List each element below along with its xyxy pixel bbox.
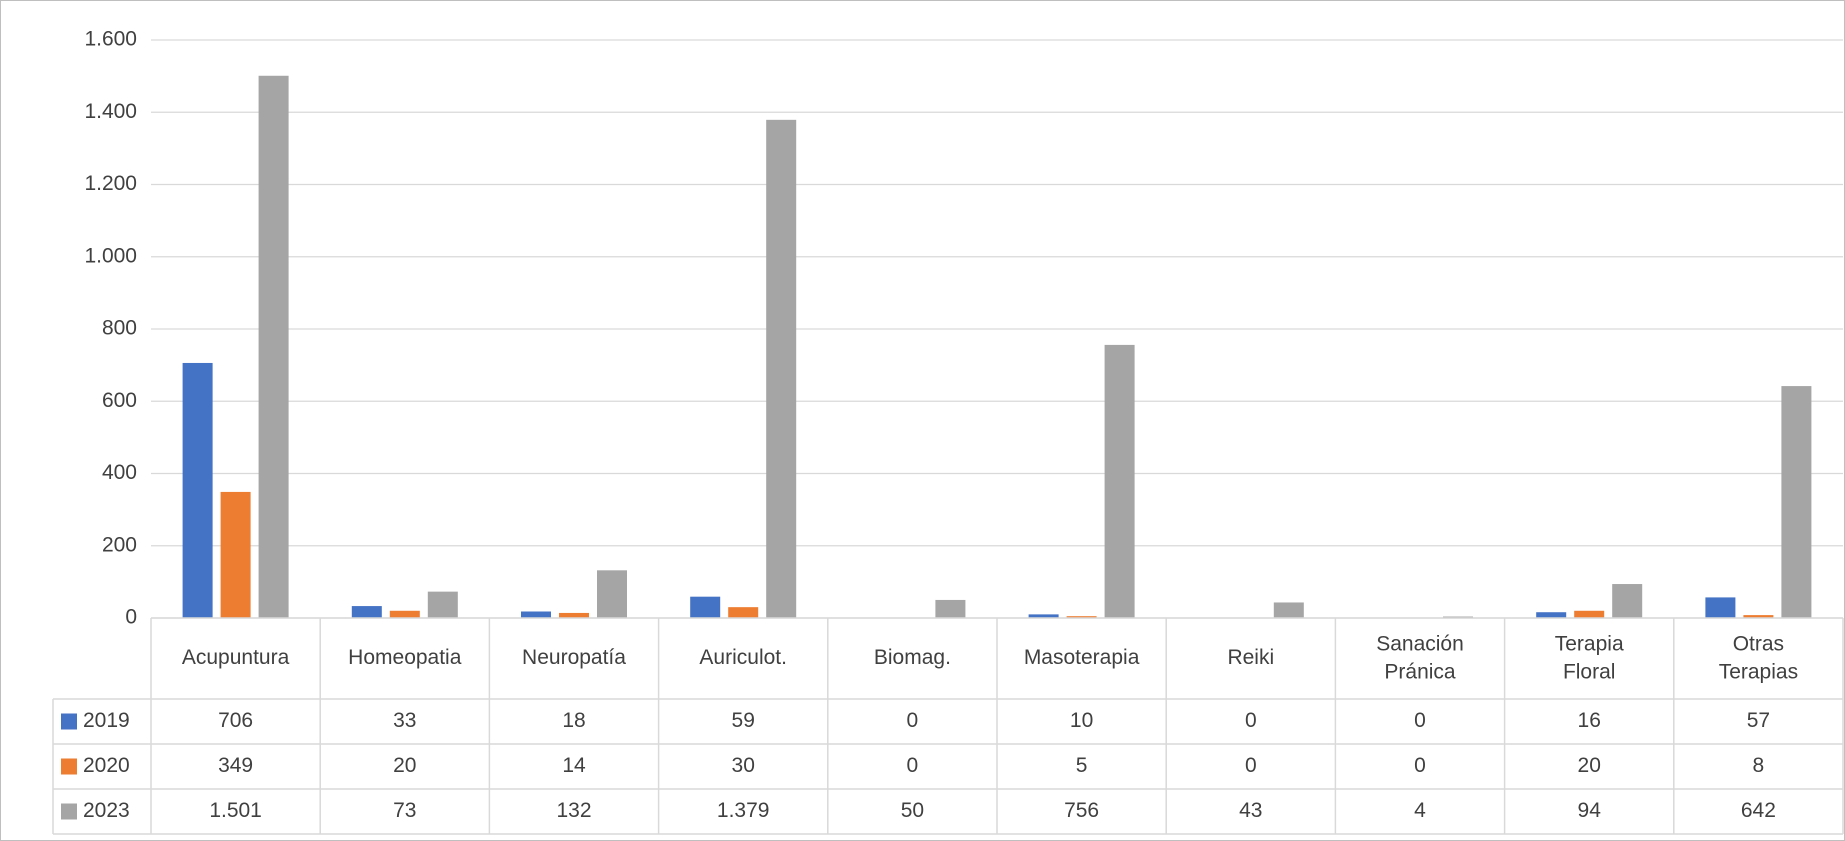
table-cell: 20 [1578,754,1601,777]
bar [1104,344,1135,618]
legend-swatch [61,758,77,775]
bar [935,599,966,618]
y-tick-label: 1.600 [84,28,137,51]
table-cell: 0 [1414,709,1426,732]
bar [690,596,721,618]
table-cell: 73 [393,799,416,822]
table-cell: 20 [393,754,416,777]
table-cell: 0 [1414,754,1426,777]
y-tick-label: 1.200 [84,172,137,195]
bar [766,119,797,619]
y-tick-label: 400 [102,461,137,484]
bar [1612,584,1643,618]
x-tick-label-line: Pránica [1384,660,1456,683]
x-tick-label: Reiki [1227,646,1274,669]
x-tick-label-line: Terapia [1555,632,1624,655]
bar [1574,610,1605,618]
legend-label: 2020 [83,754,130,777]
x-tick-label: Biomag. [874,646,951,669]
table-cell: 43 [1239,799,1262,822]
bar [258,75,289,619]
bar [1781,386,1812,618]
x-tick-label: Masoterapia [1024,646,1140,669]
bar [728,607,759,618]
legend-swatch [61,803,77,820]
table-cell: 94 [1578,799,1602,822]
y-tick-label: 600 [102,389,137,412]
x-tick-label-line: Terapias [1719,660,1798,683]
bar [1066,616,1097,618]
table-cell: 50 [901,799,924,822]
table-cell: 1.501 [209,799,262,822]
table-cell: 57 [1747,709,1770,732]
legend-label: 2023 [83,799,130,822]
y-tick-label: 200 [102,533,137,556]
bar [1536,612,1567,618]
bar [1028,614,1059,618]
table-cell: 16 [1578,709,1601,732]
x-tick-label: Otras Terapias [1719,632,1798,683]
x-tick-label-line: Floral [1563,660,1616,683]
y-tick-label: 800 [102,317,137,340]
table-cell: 642 [1741,799,1776,822]
x-tick-label: Homeopatia [348,646,462,669]
legend-swatch [61,713,77,730]
legend-label: 2019 [83,709,130,732]
table-cell: 4 [1414,799,1426,822]
table-cell: 706 [218,709,253,732]
table-cell: 14 [562,754,586,777]
y-tick-label: 1.000 [84,244,137,267]
table-cell: 756 [1064,799,1099,822]
x-tick-label: Auriculot. [699,646,787,669]
table-cell: 8 [1753,754,1765,777]
table-cell: 0 [1245,709,1257,732]
table-cell: 30 [732,754,755,777]
bar [597,570,627,618]
table-cell: 132 [556,799,591,822]
bar [220,491,251,618]
bar [182,362,213,618]
bar [351,606,382,618]
table-cell: 5 [1076,754,1088,777]
table-cell: 0 [1245,754,1257,777]
table-cell: 33 [393,709,416,732]
table-cell: 0 [907,754,919,777]
table-cell: 18 [562,709,585,732]
table-cell: 10 [1070,709,1093,732]
bar [1705,597,1736,618]
x-tick-label: Neuropatía [522,646,626,669]
table-cell: 1.379 [717,799,770,822]
bar [1273,602,1304,618]
bar [389,610,420,618]
bar [521,611,551,618]
y-tick-label: 0 [125,606,137,629]
bar [427,591,458,618]
table-cell: 59 [732,709,755,732]
x-tick-label-line: Sanación [1376,632,1464,655]
table-cell: 0 [907,709,919,732]
bar [1743,615,1774,618]
x-tick-label: Sanación Pránica [1376,632,1464,683]
x-tick-label-line: Otras [1733,632,1784,655]
x-tick-label: Terapia Floral [1555,632,1624,683]
x-tick-label: Acupuntura [182,646,290,669]
y-tick-label: 1.400 [84,100,137,123]
table-cell: 349 [218,754,253,777]
bar [559,612,589,618]
